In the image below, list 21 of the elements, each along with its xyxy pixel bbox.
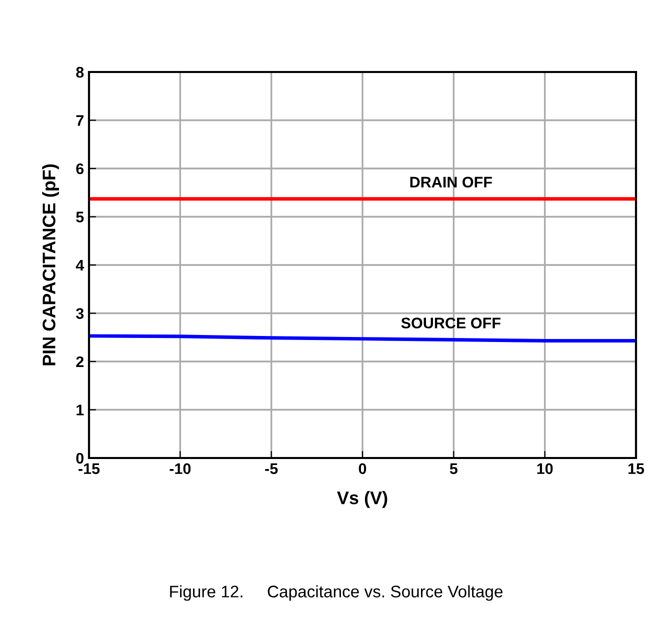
y-tick-label: 5 [76, 212, 84, 222]
y-tick-label: 7 [76, 115, 84, 126]
y-tick-label: 3 [76, 308, 84, 319]
x-tick-label: -10 [170, 463, 191, 474]
y-tick-label: 8 [76, 66, 84, 78]
y-axis-title: PIN CAPACITANCE (pF) [42, 164, 59, 366]
y-tick-label: 1 [76, 404, 84, 416]
x-tick-label: -5 [265, 463, 278, 474]
series-label: SOURCE OFF [401, 318, 500, 328]
x-tick-label: 10 [537, 463, 553, 474]
x-tick-label: 5 [450, 463, 458, 474]
caption: Figure 12. Capacitance vs. Source Voltage [170, 585, 502, 601]
y-tick-label: 0 [76, 452, 84, 464]
x-axis-title: Vs (V) [337, 490, 388, 508]
x-tick-label: 0 [358, 463, 366, 474]
y-tick-label: 4 [76, 260, 84, 271]
x-tick-label: -15 [78, 463, 100, 474]
y-tick-label: 6 [76, 163, 84, 174]
series-label: DRAIN OFF [410, 176, 492, 188]
y-tick-label: 2 [76, 356, 84, 368]
x-tick-label: 15 [628, 463, 644, 474]
